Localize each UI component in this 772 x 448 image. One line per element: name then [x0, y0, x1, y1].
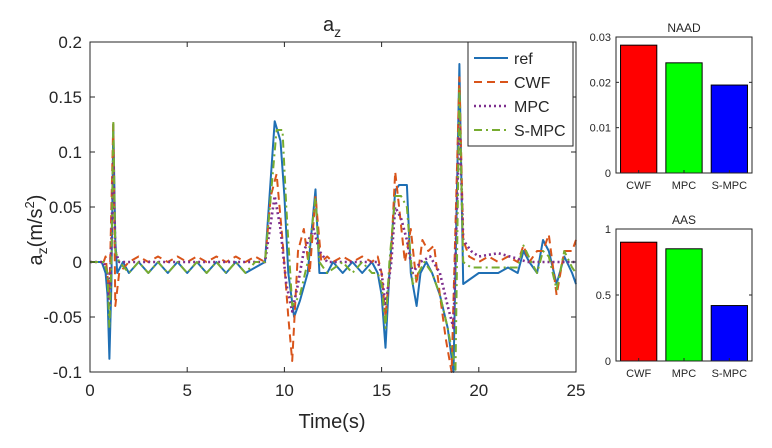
y-tick-label: 0: [73, 253, 82, 272]
bar-s-mpc: [710, 84, 748, 174]
series-line-cwf: [90, 76, 577, 373]
y-tick-label: 0.05: [49, 198, 82, 217]
y-tick-label: 1: [605, 224, 611, 236]
bar-cwf: [620, 241, 658, 362]
bar-chart-naad: CWF MPC S-MPC 0 0.01 0.02 0.03 NAAD: [590, 21, 753, 192]
x-tick-label: 25: [567, 381, 586, 400]
legend-label-cwf: CWF: [514, 75, 551, 92]
legend: ref CWF MPC S-MPC: [467, 41, 574, 147]
bar-mpc: [665, 248, 703, 362]
bar-category-label: MPC: [672, 180, 697, 192]
y-tick-label: 0: [605, 356, 611, 368]
line-series-group: [90, 63, 577, 373]
bar-plot-frame: [615, 36, 753, 174]
x-tick-label: 15: [372, 381, 391, 400]
bar-category-label: CWF: [626, 180, 651, 192]
bar-chart-aas: CWF MPC S-MPC 0 0.5 1 AAS: [596, 213, 753, 380]
legend-label-ref: ref: [514, 51, 533, 68]
bar-plot-frame: [615, 228, 753, 362]
bar-category-label: MPC: [672, 368, 697, 380]
y-tick-label: -0.05: [43, 308, 82, 327]
bar-mpc: [665, 62, 703, 174]
legend-label-mpc: MPC: [514, 99, 550, 116]
bar-category-label: CWF: [626, 368, 651, 380]
bar-chart-title: NAAD: [667, 21, 701, 35]
line-chart-title: az: [323, 14, 341, 40]
x-tick-label: 0: [85, 381, 94, 400]
y-tick-label: 0.01: [590, 123, 611, 135]
ylabel-exponent: 2: [22, 201, 37, 208]
bar-cwf: [620, 44, 658, 174]
y-axis-label: az(m/s2): [22, 195, 50, 266]
line-axis-ticks: 0 5 10 15 20 25 -0.1 -0.05 0 0.05 0.1 0.15 0.2: [43, 33, 585, 400]
y-tick-label: 0.03: [590, 32, 611, 44]
y-tick-label: 0: [605, 168, 611, 180]
ylabel-close: ): [25, 195, 47, 202]
y-tick-label: 0.2: [58, 33, 82, 52]
ylabel-main: a: [25, 253, 47, 265]
title-subscript: z: [334, 24, 341, 40]
legend-box: [467, 41, 574, 147]
bar-category-label: S-MPC: [712, 368, 748, 380]
y-tick-label: -0.1: [53, 363, 82, 382]
x-tick-label: 10: [275, 381, 294, 400]
x-tick-label: 5: [182, 381, 191, 400]
x-tick-label: 20: [469, 381, 488, 400]
title-main-text: a: [323, 14, 335, 36]
legend-label-s-mpc: S-MPC: [514, 123, 566, 140]
y-tick-label: 0.1: [58, 143, 82, 162]
ylabel-unit: (m/s: [25, 208, 47, 247]
bar-s-mpc: [710, 305, 748, 362]
y-tick-label: 0.5: [596, 290, 611, 302]
y-tick-label: 0.15: [49, 88, 82, 107]
bar-chart-title: AAS: [672, 213, 696, 227]
ylabel-subscript: z: [34, 247, 50, 254]
x-axis-label: Time(s): [298, 411, 365, 433]
bar-category-label: S-MPC: [712, 180, 748, 192]
y-tick-label: 0.02: [590, 77, 611, 89]
